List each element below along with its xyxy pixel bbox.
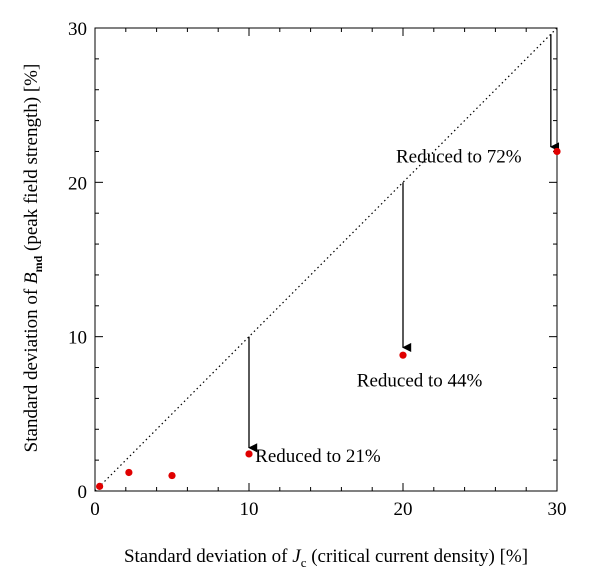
y-tick-labels: 0 10 20 30 (68, 19, 87, 503)
data-points (96, 147, 561, 490)
annotations: Reduced to 21% Reduced to 44% Reduced to 7… (255, 147, 522, 467)
data-point (168, 471, 176, 480)
axis-ticks (94, 27, 558, 492)
x-tick-labels: 0 10 20 30 (90, 499, 566, 520)
x-axis-label: Standard deviation of Jc (critical curre… (124, 546, 528, 570)
x-tick-label: 10 (240, 499, 259, 520)
annotation-label: Reduced to 44% (357, 371, 483, 392)
reference-line (94, 27, 558, 492)
x-tick-label: 0 (90, 499, 100, 520)
x-tick-label: 30 (548, 499, 567, 520)
y-tick-label: 20 (68, 173, 87, 194)
data-point (553, 147, 561, 156)
data-point (399, 351, 407, 359)
annotation-label: Reduced to 21% (255, 446, 381, 467)
y-tick-label: 10 (68, 328, 87, 349)
plot-area-frame (94, 27, 558, 492)
reduction-arrows (248, 34, 560, 453)
y-tick-label: 30 (68, 19, 87, 40)
data-point (125, 468, 133, 477)
y-tick-label: 0 (78, 482, 88, 503)
x-tick-label: 20 (394, 499, 413, 520)
data-point (96, 482, 104, 490)
annotation-label: Reduced to 72% (396, 147, 522, 168)
data-point (245, 450, 253, 458)
y-axis-label: Standard deviation of Bmd (peak field st… (21, 64, 45, 453)
